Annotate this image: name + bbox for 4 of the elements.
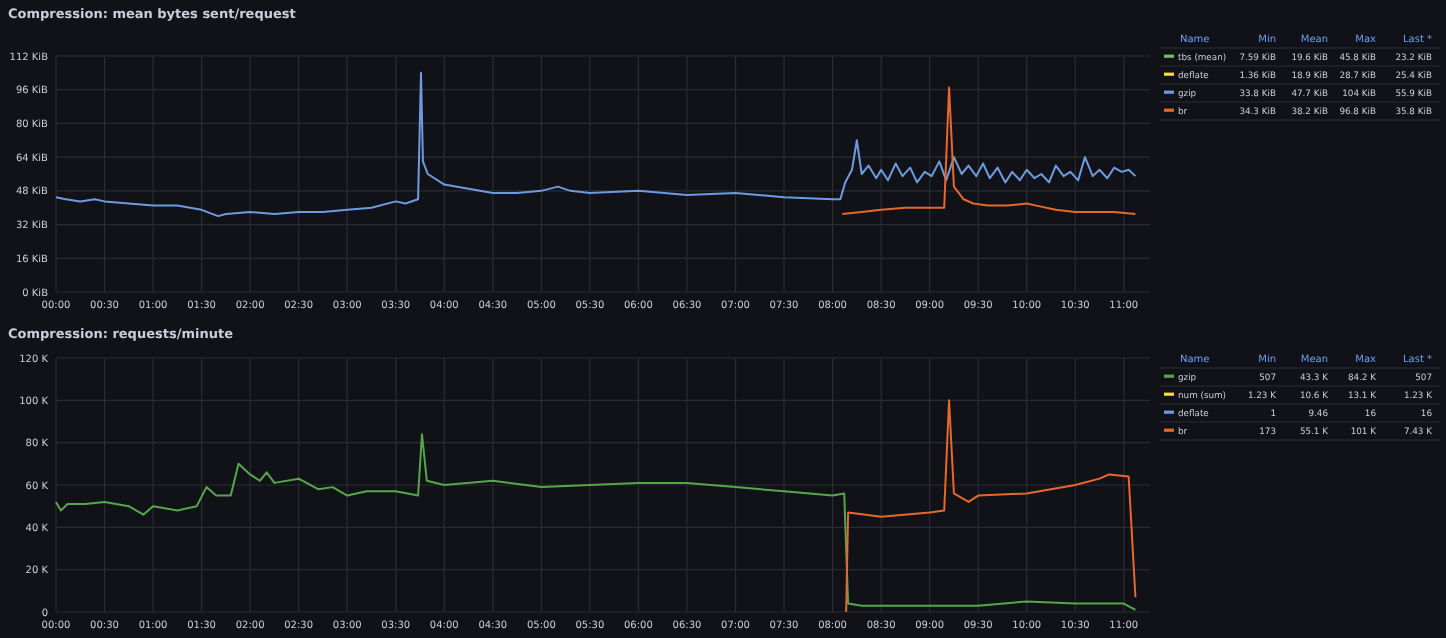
line-series [55, 71, 1137, 218]
line-series [55, 433, 1137, 611]
line-series [845, 399, 1137, 613]
line-series [841, 86, 1137, 216]
